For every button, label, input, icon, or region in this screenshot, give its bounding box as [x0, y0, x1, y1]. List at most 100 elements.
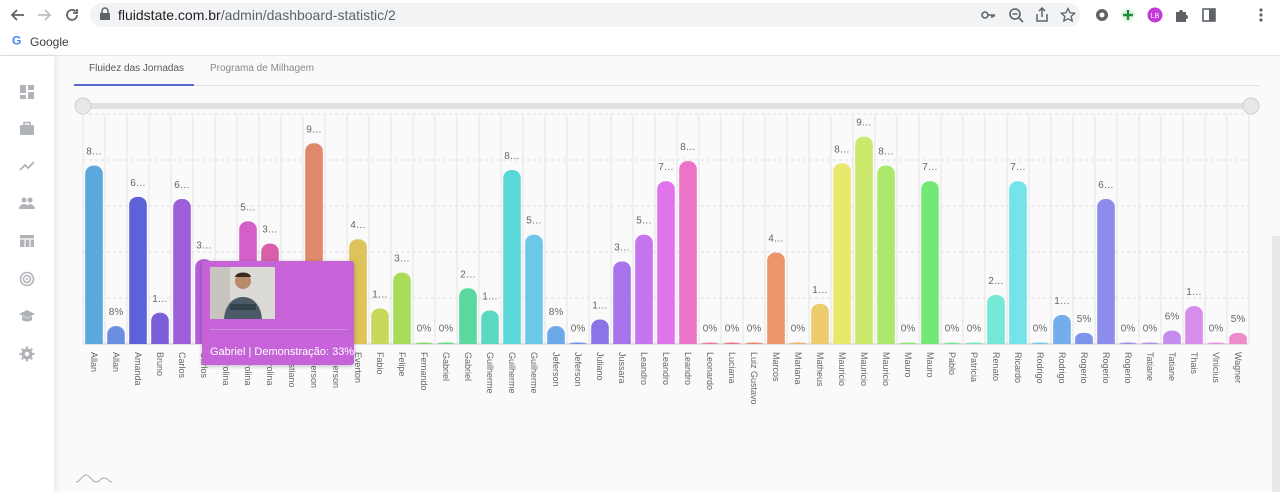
- dashboard-icon[interactable]: [19, 84, 35, 100]
- x-tick-label: Carlos: [199, 352, 209, 379]
- active-tab-indicator: [74, 84, 194, 86]
- data-label: 3…: [614, 242, 630, 253]
- x-tick-label: Leandro: [639, 352, 649, 385]
- tooltip-separator: [210, 329, 348, 330]
- trending-icon[interactable]: [19, 158, 35, 174]
- x-tick-label: Luiz Gustavo: [749, 352, 759, 405]
- bar: [173, 199, 191, 344]
- sidebar: [0, 56, 54, 492]
- bar: [1031, 342, 1049, 344]
- x-tick-label: Jeferson: [573, 352, 583, 387]
- tab-divider: [74, 85, 1260, 86]
- bar-base: [107, 338, 125, 344]
- x-tick-label: Cristiano: [287, 352, 297, 388]
- bar: [1097, 199, 1115, 344]
- bar-base: [811, 338, 829, 344]
- bar-base: [679, 338, 697, 344]
- bar: [855, 136, 873, 344]
- bar-base: [1229, 338, 1247, 344]
- x-tick-label: Amanda: [133, 352, 143, 386]
- radar-icon[interactable]: [19, 271, 35, 287]
- vertical-scrollbar[interactable]: [1272, 236, 1280, 492]
- x-tick-label: Mariana: [793, 352, 803, 385]
- plus-extension-icon[interactable]: [1119, 6, 1137, 24]
- x-tick-label: Juliano: [595, 352, 605, 381]
- share-icon[interactable]: [1034, 6, 1050, 23]
- profile-extension-icon[interactable]: LB: [1146, 6, 1164, 24]
- forward-icon[interactable]: [34, 5, 54, 25]
- address-bar[interactable]: fluidstate.com.br/admin/dashboard-statis…: [90, 3, 1080, 27]
- bar: [1141, 342, 1159, 344]
- x-tick-label: Gabriel: [441, 352, 451, 381]
- bookmarks-bar: G Google: [0, 30, 1280, 56]
- x-tick-label: Wagner: [1233, 352, 1243, 383]
- bar-base: [525, 338, 543, 344]
- x-tick-label: Matheus: [815, 352, 825, 387]
- bar: [613, 261, 631, 344]
- x-tick-label: Vinicius: [1211, 352, 1221, 383]
- reload-icon[interactable]: [62, 5, 82, 25]
- bar: [701, 342, 719, 344]
- data-label: 0%: [1143, 324, 1158, 335]
- back-icon[interactable]: [8, 5, 28, 25]
- x-tick-label: Patricia: [969, 352, 979, 382]
- tab-fluidez-das-jornadas[interactable]: Fluidez das Jornadas: [89, 63, 185, 74]
- data-label: 1…: [812, 285, 828, 296]
- bar-base: [129, 338, 147, 344]
- browser-chrome: fluidstate.com.br/admin/dashboard-statis…: [0, 0, 1280, 56]
- data-label: 3…: [394, 254, 410, 265]
- gear-extension-icon[interactable]: [1093, 6, 1111, 24]
- puzzle-extension-icon[interactable]: [1173, 6, 1191, 24]
- data-label: 1…: [592, 300, 608, 311]
- data-label: 5…: [240, 202, 256, 213]
- bar: [943, 342, 961, 344]
- bar-base: [503, 338, 521, 344]
- user-photo: [210, 267, 275, 319]
- bar-base: [1163, 338, 1181, 344]
- data-label: 0%: [1121, 324, 1136, 335]
- bar: [679, 161, 697, 344]
- settings-icon[interactable]: [19, 346, 35, 362]
- star-icon[interactable]: [1059, 6, 1077, 23]
- bookmark-google[interactable]: G Google: [12, 34, 69, 49]
- bar-base: [151, 338, 169, 344]
- bar-base: [855, 338, 873, 344]
- data-label: 1…: [372, 289, 388, 300]
- zoom-icon[interactable]: [1008, 7, 1024, 23]
- zoom-slider-right-handle: [1242, 97, 1260, 115]
- data-label: 0%: [417, 324, 432, 335]
- bar-base: [1097, 338, 1115, 344]
- data-label: 4…: [350, 220, 366, 231]
- bar: [85, 165, 103, 344]
- data-label: 0%: [439, 324, 454, 335]
- people-icon[interactable]: [19, 195, 35, 211]
- x-tick-label: Leandro: [661, 352, 671, 385]
- bar: [1207, 342, 1225, 344]
- data-label: 8%: [549, 307, 564, 318]
- bar-base: [833, 338, 851, 344]
- x-tick-label: Carolina: [265, 352, 275, 386]
- data-label: 6%: [1165, 312, 1180, 323]
- bar: [965, 342, 983, 344]
- bar: [987, 294, 1005, 344]
- tab-programa-de-milhagem[interactable]: Programa de Milhagem: [210, 63, 314, 74]
- bar: [569, 342, 587, 344]
- key-icon[interactable]: [980, 7, 996, 23]
- x-tick-label: Marcos: [771, 352, 781, 382]
- x-tick-label: Rogerio: [1123, 352, 1133, 384]
- side-panel-icon[interactable]: [1200, 6, 1218, 24]
- lock-icon: [99, 7, 115, 23]
- bar: [723, 342, 741, 344]
- bar: [767, 252, 785, 344]
- menu-dots-icon[interactable]: [1252, 6, 1270, 24]
- briefcase-icon[interactable]: [19, 121, 35, 137]
- school-icon[interactable]: [19, 308, 35, 324]
- x-tick-label: Gabriel: [463, 352, 473, 381]
- bar-base: [1185, 338, 1203, 344]
- data-label: 8%: [109, 307, 124, 318]
- data-label: 6…: [1098, 180, 1114, 191]
- x-tick-label: Leonardo: [705, 352, 715, 390]
- table-icon[interactable]: [19, 233, 35, 249]
- main-content: Fluidez das Jornadas Programa de Milhage…: [54, 56, 1280, 492]
- data-label: 0%: [571, 324, 586, 335]
